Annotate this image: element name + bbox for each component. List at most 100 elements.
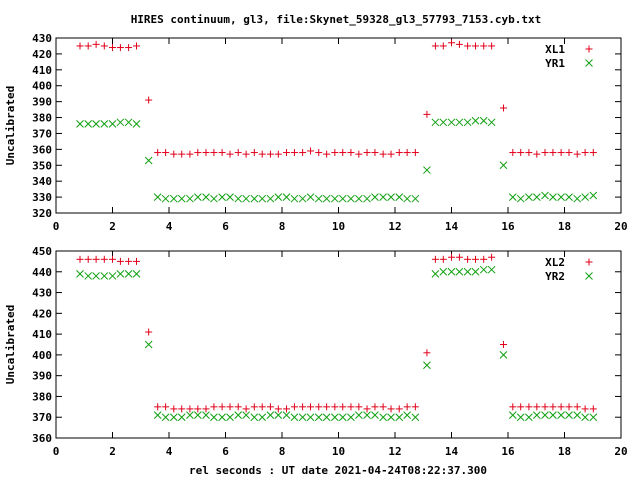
data-point-YR2 [565,411,573,419]
y-tick-label: 380 [32,390,52,403]
data-point-XL2 [448,253,455,261]
data-point-YR2 [589,413,598,422]
data-point-XL2 [533,403,541,411]
data-point-YR1 [218,193,226,201]
data-point-XL2 [218,403,226,411]
data-point-XL2 [274,405,282,413]
data-point-YR2 [411,413,420,422]
data-point-XL2 [573,403,581,411]
data-point-YR2 [100,272,109,280]
data-point-XL2 [307,403,315,411]
data-point-YR1 [202,193,210,201]
data-point-XL1 [210,149,218,157]
data-point-YR1 [508,193,517,201]
data-point-YR2 [354,411,363,419]
data-point-XL1 [509,149,517,157]
data-point-YR2 [314,413,323,422]
x-tick-label: 2 [109,445,116,458]
x-tick-label: 14 [445,220,459,233]
data-point-XL1 [266,150,274,158]
data-point-XL2 [464,255,472,263]
x-tick-label: 18 [558,445,571,458]
data-point-XL1 [226,150,234,158]
data-point-YR1 [557,193,565,201]
data-point-YR1 [516,194,525,203]
data-point-XL1 [565,149,573,157]
x-tick-label: 20 [614,445,627,458]
y-tick-label: 420 [32,48,52,61]
data-point-YR2 [76,270,84,278]
data-point-XL1 [339,149,347,157]
data-point-YR1 [581,193,589,201]
data-point-XL2 [162,403,170,411]
data-point-YR1 [306,193,315,201]
data-point-YR2 [161,413,170,422]
y-tick-label: 360 [32,432,52,445]
series-XL1 [76,39,597,158]
y-tick-label: 390 [32,96,52,109]
data-point-XL1 [371,149,379,157]
top-panel: 0 2 4 6 8 10 12 14 16 18 20 320 330 340 350 360 370 380 39… [4,32,628,233]
data-point-YR1 [116,118,125,127]
data-point-YR1 [242,194,250,203]
data-point-YR1 [423,166,431,174]
data-point-YR2 [242,411,250,419]
data-point-YR1 [565,193,573,201]
data-point-YR2 [84,272,93,280]
data-point-XL2 [403,403,411,411]
data-point-XL1 [411,149,419,157]
data-point-YR2 [479,265,488,274]
data-point-YR1 [532,193,541,201]
data-point-YR1 [76,120,84,128]
data-point-XL1 [499,104,507,112]
data-point-XL2 [154,403,162,411]
data-point-YR1 [186,194,194,203]
data-point-XL1 [307,147,315,155]
data-point-XL2 [565,403,573,411]
y-tick-label: 330 [32,191,52,204]
data-point-YR1 [290,194,299,203]
data-point-XL1 [234,149,242,157]
data-point-XL2 [363,405,371,413]
data-point-XL2 [145,328,153,336]
data-point-YR1 [363,194,371,203]
data-point-YR1 [347,194,355,203]
data-point-YR2 [379,413,387,422]
data-point-XL2 [480,255,488,263]
y-tick-label: 450 [32,245,52,258]
data-point-XL1 [363,149,371,157]
data-point-XL1 [323,150,331,158]
data-point-XL2 [258,403,266,411]
y-tick-label: 440 [32,266,52,279]
data-point-YR1 [153,193,162,201]
y-tick-label: 420 [32,307,52,320]
data-point-YR1 [193,193,202,201]
data-point-YR2 [532,411,541,419]
data-point-XL2 [116,257,124,265]
data-point-YR2 [347,413,355,422]
data-point-YR1 [411,194,420,203]
data-point-YR2 [431,270,440,278]
data-point-XL1 [170,150,178,158]
data-point-YR1 [177,194,186,203]
data-point-YR1 [338,194,347,203]
data-point-XL2 [186,405,194,413]
data-point-YR2 [455,267,464,276]
series-YR2 [76,265,598,422]
data-point-XL1 [379,150,387,158]
data-point-XL1 [100,42,108,50]
data-point-XL1 [116,44,124,52]
data-point-XL2 [202,405,210,413]
data-point-YR1 [124,118,133,127]
data-point-YR1 [573,194,582,203]
data-point-XL1 [109,44,116,52]
data-point-XL2 [431,255,439,263]
data-point-YR2 [234,411,243,419]
data-point-YR1 [144,156,153,165]
data-point-XL2 [423,349,431,357]
data-point-XL1 [133,42,141,50]
data-point-XL2 [395,405,403,413]
bottom-panel: 0 2 4 6 8 10 12 14 16 18 20 360 370 380 390 400 410 420 43… [4,245,628,458]
data-point-XL1 [315,149,323,157]
data-point-XL2 [84,255,92,263]
